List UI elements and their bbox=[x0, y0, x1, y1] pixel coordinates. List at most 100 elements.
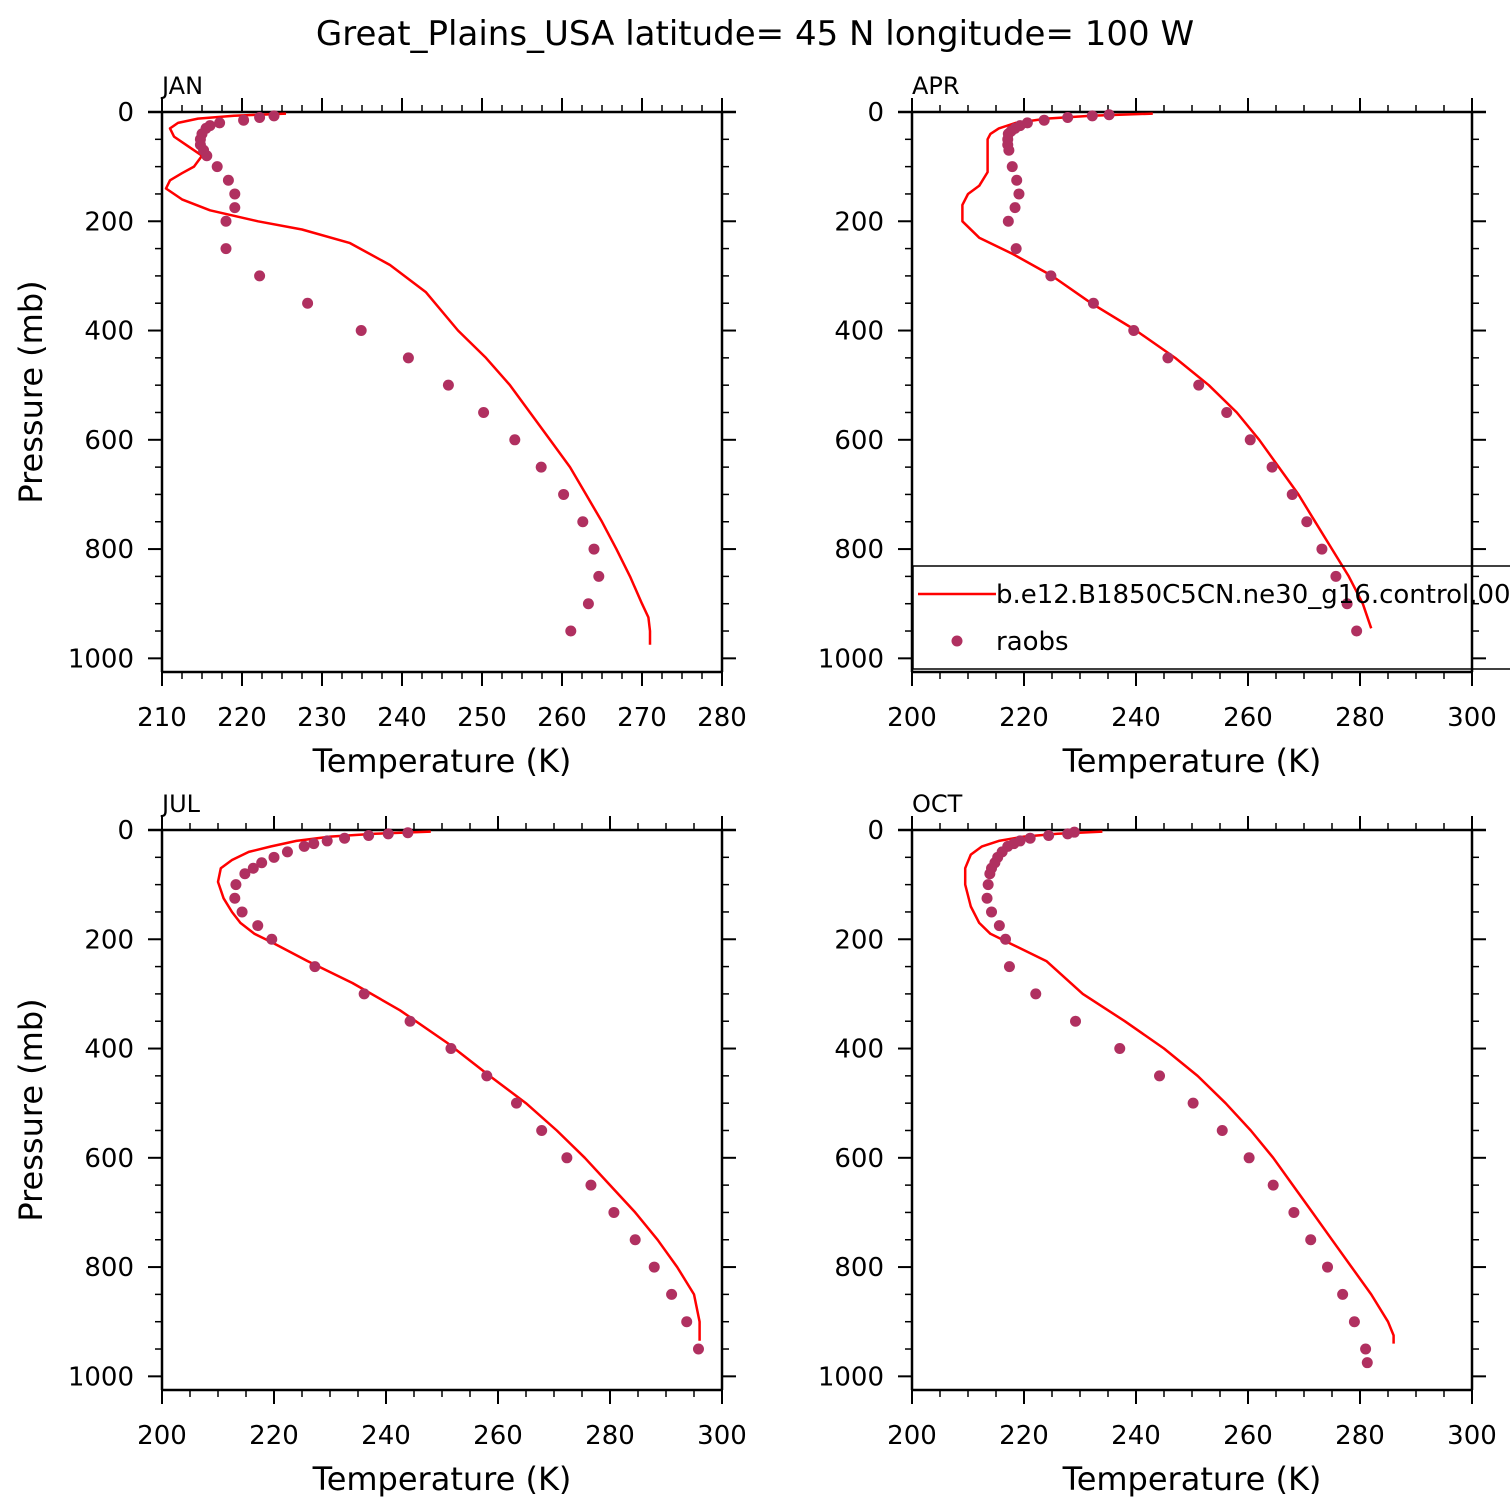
y-tick-label: 600 bbox=[834, 426, 884, 456]
raobs-point bbox=[981, 892, 993, 904]
raobs-point bbox=[268, 851, 280, 863]
raobs-point bbox=[1086, 110, 1098, 122]
legend-raobs-swatch bbox=[951, 635, 963, 647]
x-tick-label: 280 bbox=[585, 1421, 635, 1451]
x-tick-label: 280 bbox=[1335, 703, 1385, 733]
raobs-point bbox=[229, 892, 241, 904]
x-axis-label: Temperature (K) bbox=[312, 742, 572, 780]
x-tick-label: 260 bbox=[537, 703, 587, 733]
y-tick-label: 0 bbox=[117, 816, 134, 846]
raobs-point bbox=[629, 1234, 641, 1246]
x-tick-label: 250 bbox=[457, 703, 507, 733]
x-tick-label: 240 bbox=[361, 1421, 411, 1451]
panel-label: APR bbox=[912, 72, 960, 100]
raobs-point bbox=[1000, 933, 1012, 945]
raobs-point bbox=[230, 879, 242, 891]
x-tick-label: 260 bbox=[473, 1421, 523, 1451]
raobs-point bbox=[478, 406, 490, 418]
raobs-point bbox=[222, 174, 234, 186]
raobs-point bbox=[1316, 543, 1328, 555]
x-tick-label: 220 bbox=[999, 703, 1049, 733]
x-tick-label: 300 bbox=[1447, 703, 1497, 733]
raobs-point bbox=[1011, 174, 1023, 186]
y-tick-label: 1000 bbox=[818, 1362, 884, 1392]
raobs-point bbox=[256, 857, 268, 869]
raobs-point bbox=[201, 150, 213, 162]
raobs-point bbox=[214, 117, 226, 129]
y-tick-label: 800 bbox=[834, 535, 884, 565]
legend-raobs-label: raobs bbox=[996, 627, 1069, 657]
raobs-point bbox=[1286, 488, 1298, 500]
raobs-point bbox=[1266, 461, 1278, 473]
x-axis-label: Temperature (K) bbox=[1062, 742, 1322, 780]
raobs-point bbox=[252, 920, 264, 932]
x-tick-label: 270 bbox=[617, 703, 667, 733]
x-tick-label: 210 bbox=[137, 703, 187, 733]
raobs-point bbox=[220, 243, 232, 255]
raobs-point bbox=[577, 516, 589, 528]
raobs-point bbox=[358, 988, 370, 1000]
raobs-point bbox=[1301, 516, 1313, 528]
raobs-point bbox=[239, 868, 251, 880]
y-tick-label: 0 bbox=[117, 98, 134, 128]
x-tick-label: 200 bbox=[137, 1421, 187, 1451]
x-tick-label: 220 bbox=[999, 1421, 1049, 1451]
raobs-point bbox=[585, 1179, 597, 1191]
x-axis-label: Temperature (K) bbox=[1062, 1460, 1322, 1498]
model-profile-line bbox=[216, 830, 701, 1341]
y-tick-label: 400 bbox=[834, 317, 884, 347]
raobs-point bbox=[993, 920, 1005, 932]
raobs-point bbox=[229, 202, 241, 214]
raobs-point bbox=[666, 1288, 678, 1300]
raobs-point bbox=[1003, 144, 1015, 156]
x-tick-label: 200 bbox=[887, 1421, 937, 1451]
raobs-point bbox=[692, 1343, 704, 1355]
raobs-point bbox=[211, 161, 223, 173]
raobs-point bbox=[309, 961, 321, 973]
raobs-point bbox=[1341, 598, 1353, 610]
raobs-point bbox=[558, 488, 570, 500]
raobs-point bbox=[281, 846, 293, 858]
raobs-point bbox=[266, 933, 278, 945]
raobs-point bbox=[510, 1097, 522, 1109]
raobs-point bbox=[220, 215, 232, 227]
y-tick-label: 400 bbox=[84, 1035, 134, 1065]
raobs-point bbox=[1045, 270, 1057, 282]
raobs-point bbox=[582, 598, 594, 610]
raobs-point bbox=[1243, 1152, 1255, 1164]
raobs-point bbox=[1337, 1288, 1349, 1300]
y-tick-label: 200 bbox=[84, 925, 134, 955]
y-tick-label: 600 bbox=[834, 1144, 884, 1174]
x-tick-label: 240 bbox=[1111, 1421, 1161, 1451]
raobs-point bbox=[984, 868, 996, 880]
raobs-point bbox=[1244, 434, 1256, 446]
raobs-point bbox=[608, 1206, 620, 1218]
panel-label: JUL bbox=[160, 790, 201, 818]
raobs-point bbox=[229, 188, 241, 200]
y-tick-label: 0 bbox=[867, 98, 884, 128]
raobs-point bbox=[535, 461, 547, 473]
y-tick-label: 600 bbox=[84, 1144, 134, 1174]
raobs-point bbox=[1322, 1261, 1334, 1273]
y-tick-label: 1000 bbox=[68, 1362, 134, 1392]
raobs-point bbox=[321, 835, 333, 847]
raobs-point bbox=[1305, 1234, 1317, 1246]
raobs-point bbox=[1216, 1124, 1228, 1136]
x-tick-label: 260 bbox=[1223, 703, 1273, 733]
x-tick-label: 300 bbox=[697, 1421, 747, 1451]
raobs-point bbox=[268, 110, 280, 122]
y-tick-label: 200 bbox=[84, 207, 134, 237]
panel-jan: JAN 210 220 230 240 250 260 270 280 Temperature (… bbox=[12, 72, 747, 780]
raobs-point bbox=[1013, 188, 1025, 200]
raobs-point bbox=[1024, 832, 1036, 844]
y-tick-label: 800 bbox=[84, 1253, 134, 1283]
x-tick-label: 300 bbox=[1447, 1421, 1497, 1451]
y-tick-label: 600 bbox=[84, 426, 134, 456]
raobs-point bbox=[1009, 202, 1021, 214]
raobs-point bbox=[588, 543, 600, 555]
raobs-point bbox=[1162, 352, 1174, 364]
raobs-point bbox=[1103, 109, 1115, 121]
x-tick-label: 260 bbox=[1223, 1421, 1273, 1451]
raobs-point bbox=[236, 906, 248, 918]
